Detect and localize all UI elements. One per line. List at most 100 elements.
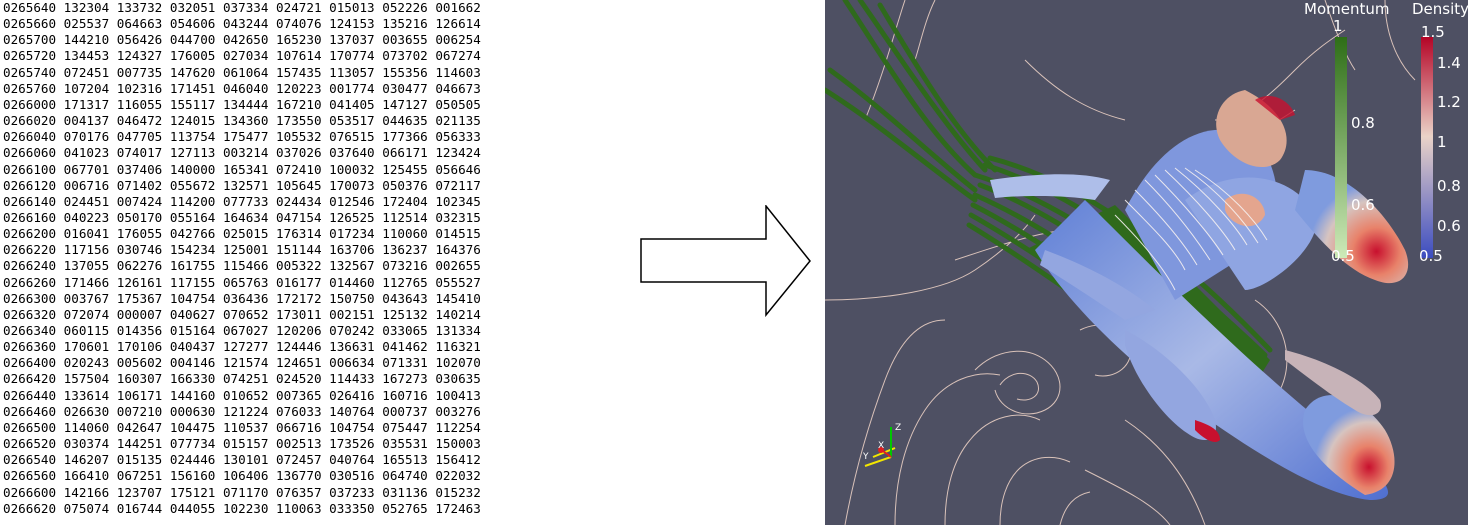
- dump-row: 0266500 114060 042647 104475 110537 0667…: [3, 419, 481, 435]
- dump-word: 065763: [222, 274, 269, 290]
- dump-word: 031136: [382, 484, 428, 500]
- dump-word: 004146: [169, 355, 216, 371]
- dump-word: 074076: [276, 16, 322, 32]
- dump-address: 0266140: [3, 193, 57, 209]
- dump-word: 024721: [276, 0, 322, 15]
- dump-word: 124327: [116, 48, 163, 64]
- orientation-axes-icon: [864, 427, 896, 467]
- dump-word: 144160: [169, 387, 216, 403]
- dump-word: 052765: [382, 500, 428, 516]
- dump-word: 160716: [382, 387, 428, 403]
- dump-row: 0266100 067701 037406 140000 165341 0724…: [3, 161, 481, 177]
- dump-address: 0266340: [3, 323, 57, 338]
- momentum-legend-title: Momentum: [1304, 0, 1390, 18]
- dump-word: 116321: [435, 339, 481, 355]
- dump-row: 0266260 171466 126161 117155 065763 0161…: [3, 274, 481, 290]
- dump-word: 072451: [63, 64, 110, 80]
- dump-word: 071402: [116, 177, 163, 193]
- dump-address: 0266100: [3, 161, 57, 177]
- dump-address: 0266400: [3, 355, 57, 371]
- dump-word: 044700: [169, 32, 216, 48]
- dump-word: 154234: [169, 242, 216, 258]
- dump-word: 000007: [116, 306, 163, 322]
- dump-word: 104754: [329, 419, 375, 435]
- dump-address: 0266520: [3, 436, 57, 452]
- dump-word: 070242: [329, 323, 375, 338]
- dump-word: 115466: [222, 258, 269, 274]
- dump-word: 005602: [116, 355, 163, 371]
- dump-word: 002655: [435, 258, 481, 274]
- dump-word: 000630: [169, 403, 216, 419]
- dump-word: 173526: [329, 436, 375, 452]
- dump-word: 040437: [169, 339, 216, 355]
- dump-word: 077733: [222, 193, 269, 209]
- dump-address: 0266040: [3, 129, 57, 145]
- dump-word: 007424: [116, 193, 163, 209]
- dump-row: 0266220 117156 030746 154234 125001 1511…: [3, 243, 481, 257]
- dump-word: 032315: [435, 209, 481, 225]
- dump-row: 0266420 157504 160307 166330 074251 0245…: [3, 372, 481, 386]
- dump-word: 114060: [63, 419, 110, 435]
- dump-word: 030746: [116, 242, 163, 258]
- dump-word: 112514: [382, 209, 428, 225]
- dump-word: 175367: [116, 290, 163, 306]
- dump-word: 172463: [435, 500, 481, 516]
- dump-address: 0266260: [3, 274, 57, 290]
- dump-word: 054606: [169, 16, 216, 32]
- dump-word: 007210: [116, 403, 163, 419]
- dump-word: 132304: [63, 0, 110, 15]
- flow-visualization: Momentum Density 1 0.8 0.6 0.5 1.5 1.4 1…: [825, 0, 1468, 525]
- dump-row: 0266440 133614 106171 144160 010652 0073…: [3, 387, 481, 403]
- dump-word: 047154: [276, 209, 322, 225]
- dump-address: 0265740: [3, 64, 57, 80]
- density-tick-1-4: 1.4: [1437, 54, 1461, 72]
- dump-word: 072117: [435, 177, 481, 193]
- dump-word: 003655: [382, 32, 428, 48]
- dump-word: 007365: [276, 387, 322, 403]
- dump-row: 0266300 003767 175367 104754 036436 1721…: [3, 290, 481, 306]
- render-canvas: [825, 0, 1433, 525]
- dump-row: 0266240 137055 062276 161755 115466 0053…: [3, 259, 481, 273]
- dump-word: 124015: [169, 113, 216, 129]
- dump-row: 0266620 075074 016744 044055 102230 1100…: [3, 500, 481, 516]
- axis-label-x: X: [878, 441, 885, 451]
- dump-word: 075074: [63, 500, 110, 516]
- dump-word: 100032: [329, 161, 375, 177]
- dump-word: 146207: [63, 452, 110, 468]
- dump-word: 050170: [116, 209, 163, 225]
- dump-word: 171317: [63, 96, 110, 112]
- dump-word: 170774: [329, 48, 375, 64]
- dump-word: 120223: [276, 80, 322, 96]
- dump-word: 033350: [329, 500, 375, 516]
- dump-word: 066716: [276, 419, 322, 435]
- dump-word: 106406: [222, 468, 269, 484]
- dump-word: 117155: [169, 274, 216, 290]
- dump-word: 144251: [116, 436, 163, 452]
- dump-word: 134360: [222, 113, 269, 129]
- dump-word: 014356: [116, 323, 163, 338]
- right-arrow-icon: [640, 205, 811, 317]
- dump-word: 104754: [169, 290, 216, 306]
- dump-word: 112765: [382, 274, 428, 290]
- dump-word: 124651: [276, 355, 322, 371]
- dump-word: 014515: [435, 226, 481, 242]
- dump-word: 113754: [169, 129, 216, 145]
- dump-word: 027034: [222, 48, 269, 64]
- dump-word: 102316: [116, 80, 163, 96]
- dump-word: 102230: [222, 500, 269, 516]
- dump-address: 0266540: [3, 452, 57, 468]
- dump-address: 0265640: [3, 0, 57, 15]
- dump-word: 007735: [116, 64, 163, 80]
- dump-word: 005322: [276, 258, 322, 274]
- dump-word: 176055: [116, 226, 163, 242]
- dump-word: 110537: [222, 419, 269, 435]
- dump-word: 002513: [276, 436, 322, 452]
- dump-word: 026630: [63, 403, 110, 419]
- dump-word: 015164: [169, 323, 216, 338]
- dump-word: 136631: [329, 339, 375, 355]
- dump-word: 043643: [382, 290, 428, 306]
- dump-word: 000737: [382, 403, 428, 419]
- dump-word: 137055: [63, 258, 110, 274]
- dump-word: 131334: [435, 323, 481, 338]
- dump-word: 124446: [276, 339, 322, 355]
